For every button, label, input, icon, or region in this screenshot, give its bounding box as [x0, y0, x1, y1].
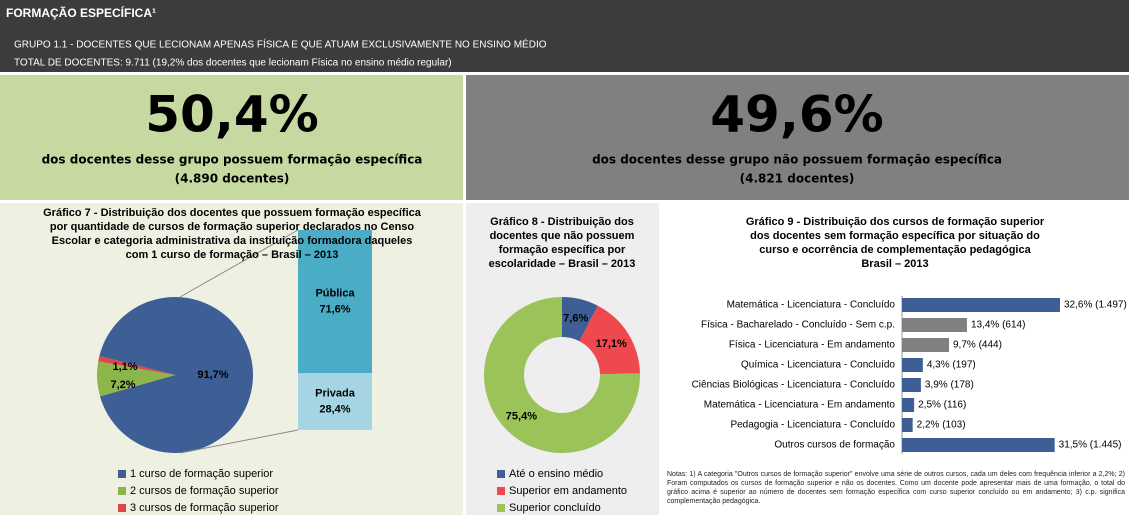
chart-title: Brasil – 2013: [861, 258, 928, 270]
breakdown-label: Privada: [315, 388, 356, 400]
legend-swatch: [497, 487, 505, 495]
chart-title: por quantidade de cursos de formação sup…: [50, 221, 415, 233]
data-label: 17,1%: [596, 338, 627, 350]
data-label: 4,3% (197): [927, 360, 976, 371]
chart-title: com 1 curso de formação – Brasil – 2013: [126, 249, 339, 261]
big-value: 50,4%: [145, 86, 318, 144]
header-bg: [0, 0, 1129, 72]
header-line: TOTAL DE DOCENTES: 9.711 (19,2% dos doce…: [14, 58, 452, 69]
bar: [902, 318, 967, 332]
bar: [902, 358, 923, 372]
category-label: Química - Licenciatura - Concluído: [741, 360, 895, 371]
legend-swatch: [497, 470, 505, 478]
header-title: FORMAÇÃO ESPECÍFICA¹: [6, 5, 156, 20]
bar: [902, 398, 915, 412]
legend-label: 3 cursos de formação superior: [130, 502, 279, 514]
legend-label: Superior concluído: [509, 502, 601, 514]
connector: [179, 429, 299, 454]
bar: [902, 438, 1055, 452]
panel-bg: [466, 75, 1129, 200]
panel-text: dos docentes desse grupo possuem formaçã…: [42, 153, 423, 167]
legend-label: Superior em andamento: [509, 485, 627, 497]
data-label: 1,1%: [112, 361, 137, 373]
category-label: Pedagogia - Licenciatura - Concluído: [730, 420, 895, 431]
big-value: 49,6%: [710, 86, 883, 144]
panel-sub: (4.821 docentes): [740, 172, 855, 186]
breakdown-label: Pública: [315, 288, 355, 300]
legend-label: 2 cursos de formação superior: [130, 485, 279, 497]
data-label: 7,2%: [110, 379, 135, 391]
bar: [902, 418, 913, 432]
legend-label: 1 curso de formação superior: [130, 468, 273, 480]
chart-title: escolaridade – Brasil – 2013: [489, 258, 636, 270]
category-label: Matemática - Licenciatura - Em andamento: [704, 400, 896, 411]
panel-bg: [0, 75, 463, 200]
breakdown-bar: [298, 373, 372, 430]
data-label: 2,2% (103): [917, 420, 966, 431]
chart-title: Gráfico 8 - Distribuição dos: [490, 216, 634, 228]
pie-slice: [98, 356, 175, 375]
legend-swatch: [118, 504, 126, 512]
data-label: 75,4%: [506, 410, 537, 422]
chart-title: Gráfico 9 - Distribuição dos cursos de f…: [746, 216, 1045, 228]
chart-title: curso e ocorrência de complementação ped…: [759, 244, 1031, 256]
legend-swatch: [497, 504, 505, 512]
chart-title: dos docentes sem formação específica por…: [750, 230, 1040, 242]
data-label: 32,6% (1.497): [1064, 300, 1127, 311]
bar: [902, 298, 1060, 312]
pie-slice: [97, 361, 175, 397]
chart-title: docentes que não possuem: [490, 230, 635, 242]
data-label: 9,7% (444): [953, 340, 1002, 351]
category-label: Ciências Biológicas - Licenciatura - Con…: [692, 380, 896, 391]
data-label: 3,9% (178): [925, 380, 974, 391]
donut-slice: [483, 297, 640, 453]
data-label: 91,7%: [197, 369, 228, 381]
data-label: 2,5% (116): [918, 400, 966, 411]
legend-swatch: [118, 470, 126, 478]
chart-title: formação específica por: [499, 244, 626, 256]
breakdown-bar: [298, 230, 372, 374]
connector: [179, 229, 299, 298]
donut-slice: [562, 297, 598, 342]
chart-title: Escolar e categoria administrativa da in…: [52, 235, 413, 247]
legend-swatch: [118, 487, 126, 495]
chart-bg: [662, 203, 1129, 515]
data-label: 13,4% (614): [971, 320, 1025, 331]
donut-slice: [579, 305, 640, 375]
data-label: 71,6%: [319, 304, 350, 316]
data-label: 7,6%: [563, 313, 588, 325]
bar: [902, 338, 950, 352]
header-line: GRUPO 1.1 - DOCENTES QUE LECIONAM APENAS…: [14, 38, 547, 51]
bar: [902, 378, 921, 392]
legend-label: Até o ensino médio: [509, 468, 603, 480]
notes: Notas: 1) A categoria "Outros cursos de …: [667, 471, 1125, 505]
category-label: Matemática - Licenciatura - Concluído: [727, 300, 896, 311]
panel-text: dos docentes desse grupo não possuem for…: [592, 153, 1002, 167]
chart-title: Gráfico 7 - Distribuição dos docentes qu…: [43, 207, 422, 219]
category-label: Outros cursos de formação: [774, 440, 895, 451]
panel-sub: (4.890 docentes): [175, 172, 290, 186]
pie-slice: [99, 297, 254, 453]
data-label: 31,5% (1.445): [1059, 440, 1122, 451]
category-label: Física - Bacharelado - Concluído - Sem c…: [701, 320, 895, 331]
data-label: 28,4%: [319, 404, 350, 416]
category-label: Física - Licenciatura - Em andamento: [729, 340, 896, 351]
